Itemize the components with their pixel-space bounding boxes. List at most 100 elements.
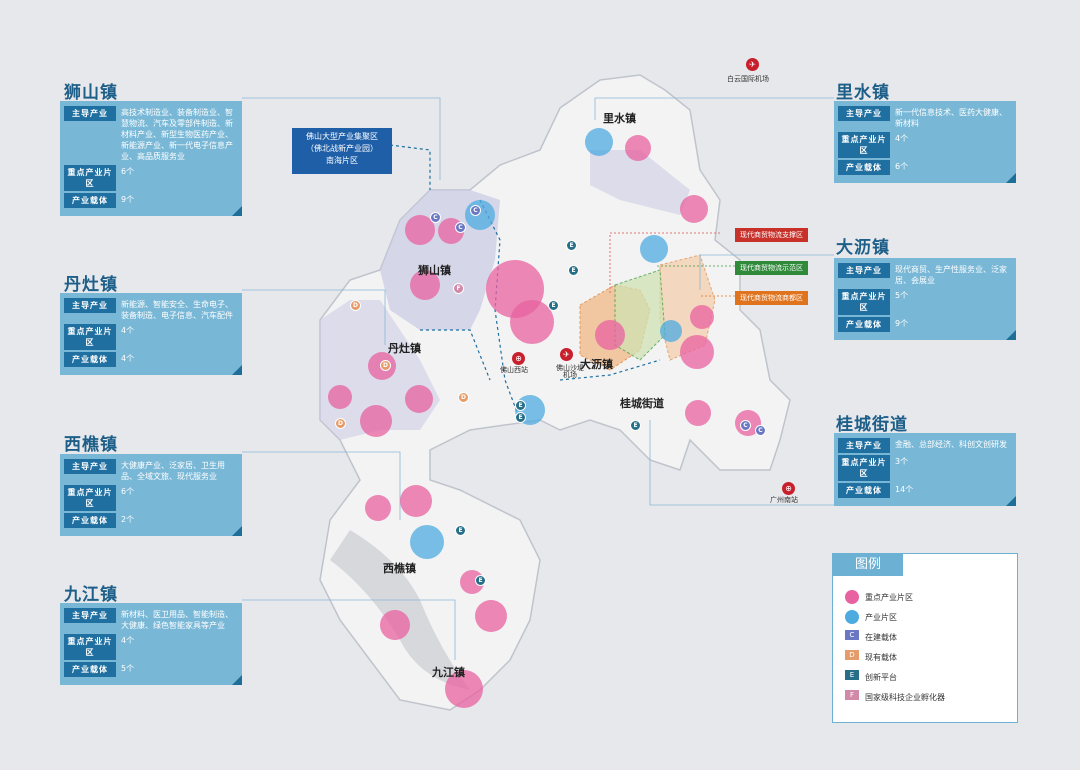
- zone-value: 6个: [121, 167, 135, 176]
- carrier-value: 5个: [121, 664, 135, 673]
- lishui-region: [590, 150, 690, 215]
- map-label-lishui: 里水镇: [603, 112, 636, 125]
- carrier-label: 产业载体: [838, 483, 890, 498]
- zone-bubble: [475, 600, 507, 632]
- industry-value: 高技术制造业、装备制造业、智慧物流、汽车及零部件制造、新材料产业、新型生物医药产…: [121, 108, 233, 161]
- f-badge-icon: F: [845, 690, 859, 700]
- legend-label: 产业片区: [865, 613, 897, 622]
- town-card-guicheng: 主导产业 金融、总部经济、科创文创研发 重点产业片区 3个 产业载体 14个: [834, 433, 1016, 506]
- zone-label: 重点产业片区: [64, 165, 116, 191]
- rail-icon: ⊕: [782, 482, 795, 495]
- legend-label: 重点产业片区: [865, 593, 913, 602]
- hub-label-guangzhou-south: 广州南站: [770, 496, 798, 504]
- industry-label: 主导产业: [64, 459, 116, 474]
- zone-bubble: [405, 385, 433, 413]
- town-card-dali: 主导产业 现代商贸、生产性服务业、泛家居、会展业 重点产业片区 5个 产业载体 9个: [834, 258, 1016, 340]
- town-title-dandzao: 丹灶镇: [64, 275, 118, 295]
- town-title-shishan: 狮山镇: [64, 83, 118, 103]
- badge-c: C: [755, 425, 766, 436]
- town-title-dali: 大沥镇: [836, 238, 890, 258]
- airport-icon: ✈: [560, 348, 573, 361]
- zone-label: 重点产业片区: [64, 485, 116, 511]
- badge-e: E: [566, 240, 577, 251]
- industry-label: 主导产业: [838, 106, 890, 121]
- foshan-zone-line3: 南海片区: [326, 156, 358, 165]
- industry-value: 新能源、智能安全、生命电子、装备制造、电子信息、汽车配件: [121, 300, 233, 320]
- legend-label: 现有载体: [865, 653, 897, 662]
- carrier-value: 14个: [895, 485, 914, 494]
- zone-label: 重点产业片区: [838, 132, 890, 158]
- carrier-value: 9个: [121, 195, 135, 204]
- industry-value: 新一代信息技术、医药大健康、新材料: [895, 108, 1007, 128]
- legend-item: 重点产业片区: [845, 590, 913, 604]
- industry-value: 金融、总部经济、科创文创研发: [895, 440, 1007, 449]
- carrier-value: 9个: [895, 319, 909, 328]
- legend-item: F 国家级科技企业孵化器: [845, 690, 945, 703]
- d-badge-icon: D: [845, 650, 859, 660]
- industry-value: 现代商贸、生产性服务业、泛家居、会展业: [895, 265, 1007, 285]
- badge-d: D: [350, 300, 361, 311]
- carrier-label: 产业载体: [64, 352, 116, 367]
- logistics-core-label: 现代商贸物流商都区: [735, 291, 808, 305]
- c-badge-icon: C: [845, 630, 859, 640]
- zone-value: 4个: [895, 134, 909, 143]
- legend-item: 产业片区: [845, 610, 897, 624]
- town-title-jiujiang: 九江镇: [64, 585, 118, 605]
- legend-label: 国家级科技企业孵化器: [865, 693, 945, 702]
- zone-value: 3个: [895, 457, 909, 466]
- zone-bubble: [510, 300, 554, 344]
- zone-bubble-blue: [465, 200, 495, 230]
- zone-bubble: [360, 405, 392, 437]
- badge-c: C: [430, 212, 441, 223]
- legend-label: 创新平台: [865, 673, 897, 682]
- airport-icon: ✈: [746, 58, 759, 71]
- zone-label: 重点产业片区: [838, 289, 890, 315]
- town-title-guicheng: 桂城街道: [836, 415, 908, 435]
- logistics-demo-label: 现代商贸物流示范区: [735, 261, 808, 275]
- town-card-shishan: 主导产业 高技术制造业、装备制造业、智慧物流、汽车及零部件制造、新材料产业、新型生…: [60, 101, 242, 216]
- zone-bubble: [328, 385, 352, 409]
- carrier-label: 产业载体: [64, 662, 116, 677]
- zone-value: 4个: [121, 636, 135, 645]
- badge-d: D: [380, 360, 391, 371]
- town-card-jiujiang: 主导产业 新材料、医卫用品、智能制造、大健康、绿色智能家具等产业 重点产业片区 4个…: [60, 603, 242, 685]
- foshan-zone-line1: 佛山大型产业集聚区: [306, 132, 378, 141]
- zone-value: 5个: [895, 291, 909, 300]
- badge-e: E: [475, 575, 486, 586]
- map-label-jiujiang: 九江镇: [432, 666, 465, 679]
- zone-bubble: [625, 135, 651, 161]
- zone-label: 重点产业片区: [64, 324, 116, 350]
- zone-bubble: [680, 195, 708, 223]
- zone-bubble: [595, 320, 625, 350]
- badge-e: E: [548, 300, 559, 311]
- badge-f: F: [453, 283, 464, 294]
- legend-title: 图例: [833, 554, 903, 576]
- hub-label-shadi: 佛山沙堤机场: [556, 364, 584, 379]
- zone-bubble: [410, 270, 440, 300]
- map-label-shishan: 狮山镇: [418, 264, 451, 277]
- industry-value: 新材料、医卫用品、智能制造、大健康、绿色智能家具等产业: [121, 610, 233, 630]
- zone-value: 6个: [121, 487, 135, 496]
- zone-bubble-blue: [640, 235, 668, 263]
- town-title-xiqiao: 西樵镇: [64, 435, 118, 455]
- zone-bubble: [445, 670, 483, 708]
- badge-c: C: [455, 222, 466, 233]
- industry-label: 主导产业: [64, 608, 116, 623]
- zone-bubble: [380, 610, 410, 640]
- badge-c: C: [470, 205, 481, 216]
- zone-value: 4个: [121, 326, 135, 335]
- legend-label: 在建载体: [865, 633, 897, 642]
- zone-bubble: [400, 485, 432, 517]
- carrier-label: 产业载体: [838, 160, 890, 175]
- map-label-dandzao: 丹灶镇: [388, 342, 421, 355]
- badge-e: E: [568, 265, 579, 276]
- industry-label: 主导产业: [838, 438, 890, 453]
- badge-e: E: [515, 400, 526, 411]
- zone-bubble-blue: [660, 320, 682, 342]
- badge-e: E: [630, 420, 641, 431]
- carrier-label: 产业载体: [64, 193, 116, 208]
- hub-label-foshan-west: 佛山西站: [500, 366, 528, 374]
- badge-e: E: [455, 525, 466, 536]
- carrier-value: 6个: [895, 162, 909, 171]
- legend-item: C 在建载体: [845, 630, 897, 643]
